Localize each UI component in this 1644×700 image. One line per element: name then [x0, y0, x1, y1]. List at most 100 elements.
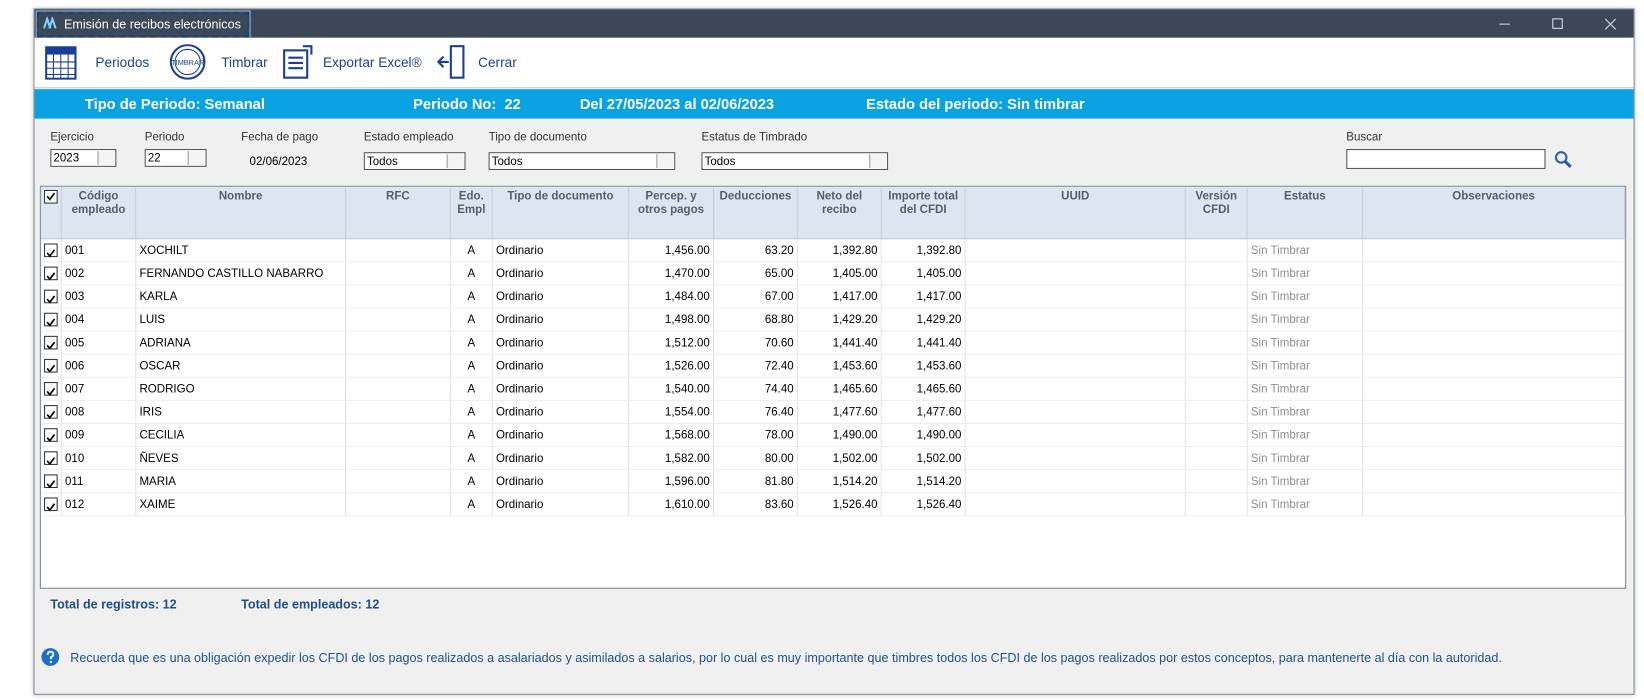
- cell-estatus: Sin Timbrar: [1247, 470, 1364, 494]
- cell-neto: 1,514.20: [797, 470, 882, 494]
- column-header: Código empleado: [61, 186, 137, 240]
- cell-deducciones: 76.40: [714, 400, 798, 424]
- dropdown-arrow[interactable]: [656, 154, 674, 168]
- row-checkbox[interactable]: [44, 382, 58, 396]
- cell-neto: 1,453.60: [797, 354, 882, 378]
- empty-cell: [1363, 400, 1626, 424]
- ejercicio-input[interactable]: 2023: [50, 149, 117, 167]
- empty-cell: [346, 423, 451, 448]
- cell-codigo: 009: [61, 423, 137, 448]
- cell-tipo: Ordinario: [492, 354, 630, 378]
- row-checkbox[interactable]: [44, 243, 58, 258]
- estado-empleado-label: Estado empleado: [363, 131, 454, 144]
- period-range: Del 27/05/2023 al 02/06/2023: [579, 95, 775, 113]
- period-status: Estado del periodo: Sin timbrar: [866, 95, 1085, 113]
- timbrar-icon[interactable]: TIMBRAR: [169, 44, 207, 80]
- cell-estatus: Sin Timbrar: [1247, 493, 1364, 517]
- exportar-icon[interactable]: [282, 44, 316, 80]
- cell-estatus: Sin Timbrar: [1247, 354, 1364, 378]
- row-checkbox[interactable]: [44, 335, 58, 350]
- column-header: Importe total del CFDI: [881, 186, 966, 240]
- header-row: Código empleado Nombre RFC Edo. Empl Tipo de…: [40, 186, 1626, 240]
- cell-importe: 1,502.00: [881, 447, 966, 471]
- dropdown-arrow[interactable]: [446, 154, 464, 168]
- spinner[interactable]: [97, 151, 115, 165]
- total-registros: Total de registros: 12: [50, 597, 177, 612]
- cell-importe: 1,405.00: [881, 262, 966, 286]
- title-bar: Emisión de recibos electrónicos: [34, 9, 1634, 39]
- cell-tipo: Ordinario: [492, 470, 630, 494]
- empty-cell: [965, 400, 1186, 424]
- row-checkbox[interactable]: [44, 358, 58, 373]
- empty-cell: [1185, 239, 1248, 263]
- table-row: 003 KARLA A Ordinario 1,484.00 67.00 1,417.00 1…: [40, 285, 1626, 309]
- cell-codigo: 011: [61, 470, 137, 494]
- select-cell: [40, 285, 62, 309]
- table-row: 010 ÑEVES A Ordinario 1,582.00 80.00 1,502.00 1…: [40, 447, 1626, 471]
- estatus-timbrado-select[interactable]: Todos: [701, 152, 889, 171]
- row-checkbox[interactable]: [44, 266, 58, 281]
- table-row: 011 MARIA A Ordinario 1,596.00 81.80 1,514.20 1…: [40, 470, 1626, 494]
- empty-cell: [1363, 493, 1626, 517]
- window-controls[interactable]: [1497, 18, 1623, 31]
- row-checkbox[interactable]: [44, 497, 58, 512]
- empty-cell: [1185, 377, 1248, 401]
- periodo-label: Periodo: [144, 131, 185, 144]
- fecha-pago-label: Fecha de pago: [241, 131, 319, 144]
- cell-deducciones: 78.00: [714, 423, 798, 448]
- column-header: Edo. Empl: [450, 186, 493, 240]
- cerrar-button[interactable]: Cerrar: [478, 54, 517, 71]
- cell-importe: 1,453.60: [881, 354, 966, 378]
- search-icon[interactable]: [1554, 150, 1573, 169]
- buscar-input[interactable]: [1346, 149, 1546, 169]
- periodo-value: 22: [147, 152, 161, 165]
- row-checkbox[interactable]: [44, 289, 58, 304]
- empty-cell: [1185, 308, 1248, 332]
- estado-empleado-value: Todos: [366, 155, 398, 168]
- cell-neto: 1,526.40: [797, 493, 882, 517]
- empty-cell: [346, 470, 451, 494]
- timbrar-icon-text: TIMBRAR: [171, 58, 204, 67]
- estado-empleado-select[interactable]: Todos: [363, 152, 466, 171]
- row-checkbox[interactable]: [44, 451, 58, 466]
- cell-tipo: Ordinario: [492, 285, 630, 309]
- empty-cell: [1363, 331, 1626, 355]
- tipo-documento-select[interactable]: Todos: [488, 152, 676, 171]
- check: [46, 341, 56, 350]
- row-checkbox[interactable]: [44, 312, 58, 327]
- cell-tipo: Ordinario: [492, 377, 630, 401]
- cell-neto: 1,405.00: [797, 262, 882, 286]
- spinner[interactable]: [187, 151, 205, 165]
- column-header: RFC: [346, 186, 451, 240]
- row-checkbox[interactable]: [44, 428, 58, 443]
- timbrar-button[interactable]: Timbrar: [221, 54, 268, 71]
- cell-importe: 1,526.40: [881, 493, 966, 517]
- periodos-icon[interactable]: [45, 46, 77, 80]
- select-cell: [40, 262, 62, 286]
- periodos-button[interactable]: Periodos: [95, 54, 150, 71]
- buscar-label: Buscar: [1346, 131, 1383, 144]
- empty-cell: [1185, 331, 1248, 355]
- cerrar-icon[interactable]: [436, 44, 467, 80]
- notice: Recuerda que es una obligación expedir l…: [70, 650, 1502, 666]
- periodo-input[interactable]: 22: [144, 149, 207, 167]
- empty-cell: [346, 262, 451, 286]
- row-checkbox[interactable]: [44, 405, 58, 420]
- table-row: 002 FERNANDO CASTILLO NABARRO A Ordinario 1,…: [40, 262, 1626, 286]
- empty-cell: [1185, 493, 1248, 517]
- cell-importe: 1,465.60: [881, 377, 966, 401]
- cell-tipo: Ordinario: [492, 400, 630, 424]
- cell-estatus: Sin Timbrar: [1247, 262, 1364, 286]
- row-checkbox[interactable]: [44, 474, 58, 489]
- cell-deducciones: 81.80: [714, 470, 798, 494]
- total-empleados: Total de empleados: 12: [241, 597, 380, 612]
- tipo-documento-label: Tipo de documento: [488, 131, 587, 144]
- exportar-button[interactable]: Exportar Excel®: [322, 54, 422, 71]
- dropdown-arrow[interactable]: [869, 154, 886, 168]
- select-all-checkbox[interactable]: [44, 189, 58, 204]
- empty-cell: [1185, 285, 1248, 309]
- select-cell: [40, 377, 62, 401]
- cell-nombre: CECILIA: [136, 423, 347, 448]
- cell-neto: 1,441.40: [797, 331, 882, 355]
